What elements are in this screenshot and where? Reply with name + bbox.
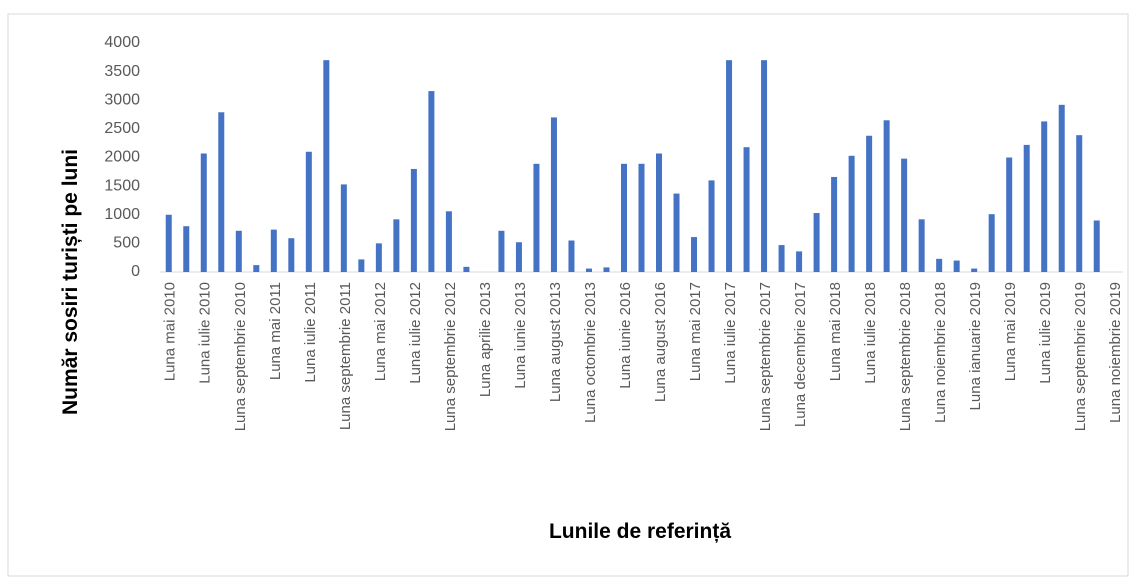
- bar: [1041, 121, 1048, 273]
- y-tick-label: 2000: [104, 149, 140, 166]
- x-tick-label: Luna ianuarie 2019: [967, 282, 984, 410]
- bar: [428, 91, 435, 272]
- x-tick-label: Luna iulie 2019: [1037, 282, 1054, 384]
- bar: [620, 163, 627, 272]
- x-tick-label: Luna iulie 2018: [862, 282, 879, 384]
- x-tick-label: Luna septembrie 2010: [232, 282, 249, 431]
- bar: [568, 240, 575, 272]
- y-tick-label: 4000: [104, 34, 140, 51]
- y-axis-title: Număr sosiri turiști pe luni: [59, 149, 82, 415]
- y-tick-label: 3500: [104, 63, 140, 80]
- bar: [831, 176, 838, 272]
- bar: [936, 258, 943, 272]
- x-tick-label: Luna septembrie 2019: [1072, 282, 1089, 431]
- bar: [340, 184, 347, 272]
- bar: [866, 135, 873, 272]
- bar: [638, 163, 645, 272]
- x-axis-title: Lunile de referință: [549, 520, 731, 543]
- bar: [603, 267, 610, 272]
- bar: [761, 60, 768, 272]
- x-tick-label: Luna mai 2012: [372, 282, 389, 381]
- bar: [183, 226, 190, 272]
- x-tick-label: Luna septembrie 2011: [337, 282, 354, 430]
- y-tick-label: 3000: [104, 91, 140, 108]
- x-tick-label: Luna august 2016: [652, 282, 669, 402]
- bar: [463, 266, 470, 272]
- bar: [673, 193, 680, 272]
- bar: [235, 230, 242, 272]
- x-tick-label: Luna mai 2018: [827, 282, 844, 381]
- bar: [778, 245, 785, 272]
- bar: [358, 259, 365, 272]
- x-tick-label: Luna noiembrie 2019: [1107, 282, 1124, 423]
- bar: [918, 219, 925, 272]
- bar: [323, 60, 330, 272]
- bar: [1006, 157, 1013, 272]
- bar: [218, 112, 225, 273]
- bar: [656, 153, 663, 272]
- bar: [393, 219, 400, 272]
- x-tick-label: Luna iunie 2016: [617, 282, 634, 389]
- bar: [988, 214, 995, 272]
- bar: [813, 213, 820, 272]
- x-tick-label: Luna aprilie 2013: [477, 282, 494, 397]
- bar: [375, 243, 382, 272]
- bar: [848, 155, 855, 272]
- x-tick-label: Luna iulie 2010: [197, 282, 214, 384]
- x-tick-label: Luna septembrie 2018: [897, 282, 914, 431]
- bar: [1058, 104, 1065, 272]
- chart-border: [7, 13, 1129, 577]
- bar: [691, 237, 698, 272]
- bar: [445, 211, 452, 272]
- x-tick-label: Luna august 2013: [547, 282, 564, 402]
- bar: [708, 180, 715, 272]
- bar: [253, 265, 260, 272]
- x-tick-label: Luna mai 2010: [162, 282, 179, 381]
- y-tick-label: 500: [113, 235, 140, 252]
- bar: [200, 153, 207, 272]
- x-tick-label: Luna iulie 2012: [407, 282, 424, 384]
- bar: [533, 163, 540, 272]
- x-tick-label: Luna decembrie 2017: [792, 282, 809, 427]
- x-tick-label: Luna noiembrie 2018: [932, 282, 949, 423]
- y-tick-label: 0: [131, 263, 140, 280]
- x-tick-label: Luna iulie 2017: [722, 282, 739, 384]
- bar: [743, 147, 750, 272]
- x-tick-label: Luna iunie 2013: [512, 282, 529, 389]
- x-tick-label: Luna septembrie 2017: [757, 282, 774, 431]
- x-tick-label: Luna mai 2017: [687, 282, 704, 381]
- bar: [515, 242, 522, 272]
- x-tick-label: Luna septembrie 2012: [442, 282, 459, 431]
- bar: [288, 238, 295, 272]
- bar: [953, 260, 960, 272]
- bar: [796, 251, 803, 272]
- x-tick-label: Luna octombrie 2013: [582, 282, 599, 423]
- bar: [1093, 220, 1100, 272]
- bar: [498, 230, 505, 272]
- bar: [585, 268, 592, 272]
- x-tick-label: Luna iulie 2011: [302, 282, 319, 383]
- y-tick-label: 1000: [104, 206, 140, 223]
- bar: [971, 268, 978, 272]
- bar: [305, 151, 312, 272]
- bar: [1023, 144, 1030, 272]
- bar: [901, 158, 908, 272]
- bar: [410, 168, 417, 272]
- bar: [550, 117, 557, 272]
- bar: [1076, 135, 1083, 272]
- x-tick-label: Luna mai 2011: [267, 282, 284, 380]
- bar: [883, 120, 890, 272]
- bar: [726, 60, 733, 272]
- bar: [270, 229, 277, 272]
- bar: [165, 214, 172, 272]
- y-tick-label: 2500: [104, 120, 140, 137]
- y-tick-label: 1500: [104, 177, 140, 194]
- x-tick-label: Luna mai 2019: [1002, 282, 1019, 381]
